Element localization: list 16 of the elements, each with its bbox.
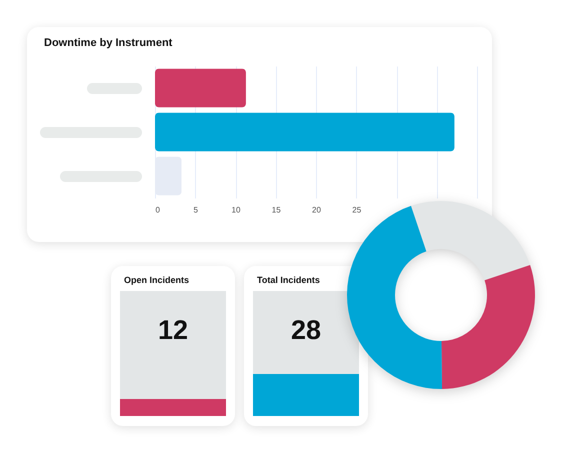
bar: [155, 112, 454, 152]
x-tick-label: 0: [156, 206, 160, 214]
chart-title: Downtime by Instrument: [44, 37, 172, 49]
text: Total Incidents: [257, 275, 320, 285]
donut-slice: [442, 264, 535, 389]
text: Open Incidents: [124, 275, 190, 285]
x-tick-label: 5: [194, 206, 199, 214]
x-tick-label: 15: [272, 206, 282, 214]
x-tick-label: 25: [352, 206, 362, 214]
x-tick-label: 20: [312, 206, 322, 214]
text: 12: [156, 315, 190, 346]
bar: [155, 68, 246, 108]
text: 28: [290, 315, 322, 346]
donut-slice: [347, 206, 442, 389]
donut-slice: [410, 201, 530, 280]
x-tick-label: 10: [232, 206, 241, 214]
